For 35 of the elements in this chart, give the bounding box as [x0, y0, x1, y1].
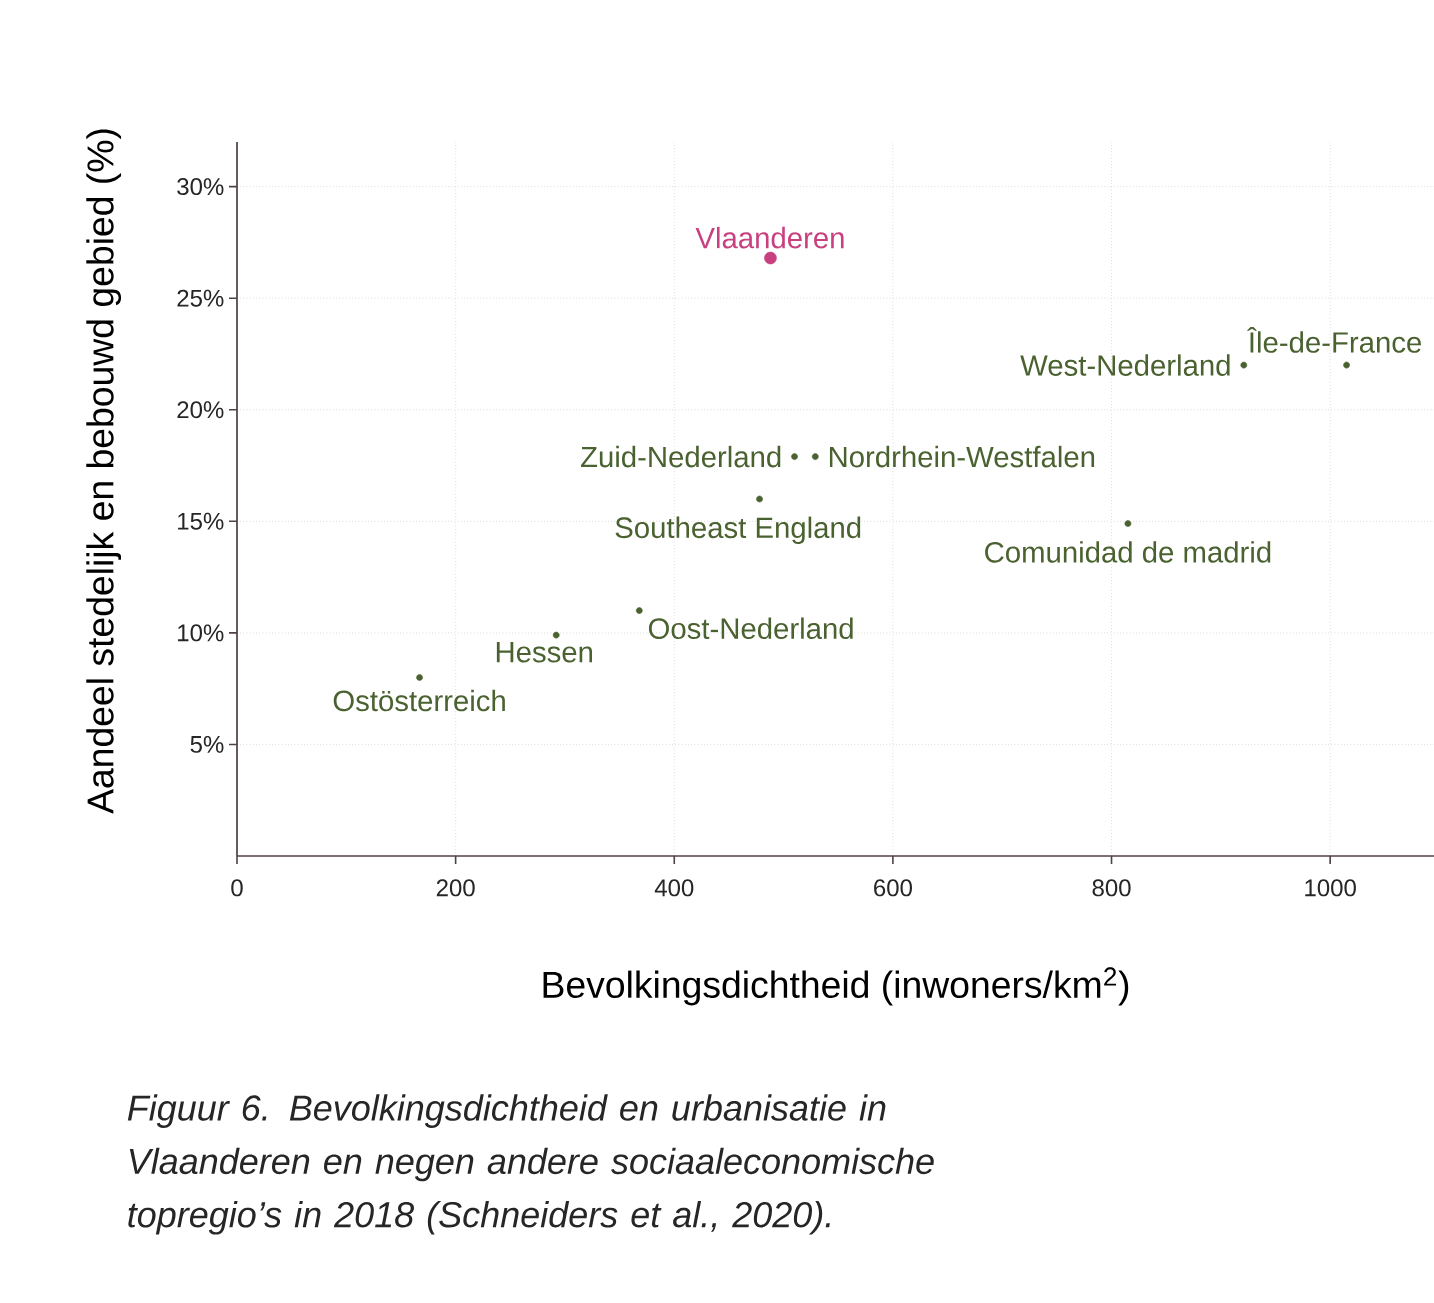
- series-label: Southeast England: [615, 516, 861, 544]
- point: [635, 607, 643, 614]
- point: [756, 495, 763, 503]
- series-label: Zuid-Nederland: [581, 445, 781, 468]
- series-label: Hessen: [496, 642, 593, 663]
- y-tick-label: 20%: [177, 401, 224, 419]
- series-label: Comunidad de madrid: [985, 541, 1271, 563]
- point: [416, 674, 423, 681]
- x-tick-label: 400: [654, 879, 694, 897]
- series-label: Ostösterreich: [333, 689, 505, 712]
- point: [811, 453, 819, 460]
- series-label: West-Nederland: [1020, 354, 1230, 376]
- y-tick-label: 25%: [177, 289, 224, 307]
- x-tick-label: 800: [1092, 879, 1131, 897]
- y-axis-title: Aandeel stedelijk en bebouwd gebied (%): [86, 129, 122, 814]
- y-tick-label: 30%: [177, 178, 224, 196]
- point: [1124, 520, 1132, 527]
- series-label: Île-de-France: [1247, 326, 1421, 353]
- x-tick-label: 0: [231, 879, 243, 897]
- x-axis-title: Bevolkingsdichtheid (inwoners/km$^{2}$): [543, 967, 1129, 1006]
- y-tick-label: 5%: [190, 735, 224, 753]
- point: [1240, 361, 1248, 369]
- point: [1343, 361, 1350, 369]
- x-tick-label: 200: [436, 879, 475, 897]
- y-tick-label: 15%: [178, 512, 224, 530]
- series-label: Vlaanderen: [695, 226, 844, 249]
- point: [552, 631, 560, 639]
- x-tick-label: 1000: [1305, 879, 1356, 897]
- series-label: Oost-Nederland: [648, 617, 853, 640]
- y-tick-label: 10%: [178, 624, 224, 642]
- point: [791, 453, 798, 460]
- text: Figuur 6. Bevolkingsdichtheid en urbanisatie in Vlaanderen en negen andere sociaaleconomische topregio’s in 2018 (Schneiders et al., 2020).: [127, 1094, 934, 1235]
- x-tick-label: 600: [874, 879, 912, 897]
- point: [764, 251, 777, 265]
- series-label: Nordrhein-Westfalen: [829, 445, 1095, 468]
